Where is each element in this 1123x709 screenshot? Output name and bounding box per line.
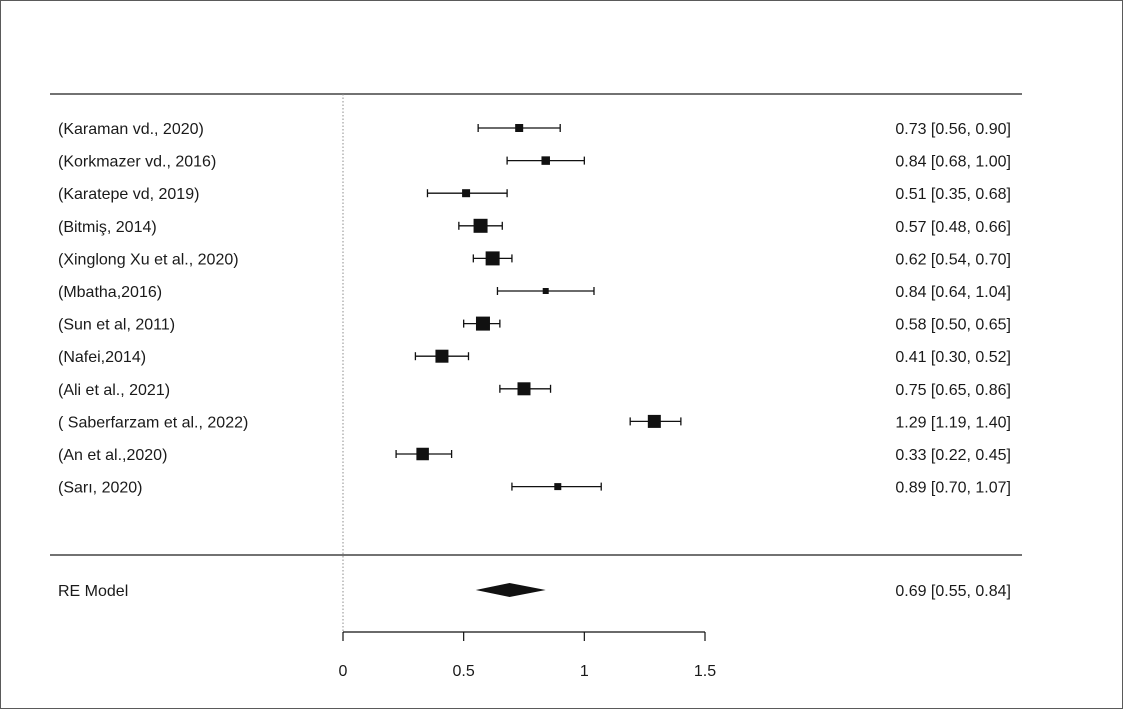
- study-label: (Bitmiş, 2014): [58, 219, 157, 236]
- study-label: (Sun et al, 2011): [58, 317, 175, 334]
- effect-square: [647, 414, 661, 428]
- ci-value: 0.58 [0.50, 0.65]: [895, 317, 1011, 334]
- effect-square: [416, 447, 429, 461]
- effect-square: [554, 483, 562, 491]
- effect-square: [541, 156, 550, 165]
- x-tick-label: 1.5: [694, 663, 716, 680]
- ci-value: 0.73 [0.56, 0.90]: [895, 121, 1011, 138]
- study-label: (Sarı, 2020): [58, 480, 142, 497]
- effect-square: [517, 382, 531, 396]
- summary-label: RE Model: [58, 583, 128, 600]
- ci-value: 0.84 [0.64, 1.04]: [895, 284, 1011, 301]
- x-tick-label: 0.5: [453, 663, 475, 680]
- effect-square: [473, 218, 488, 233]
- ci-value: 1.29 [1.19, 1.40]: [895, 414, 1011, 431]
- ci-value: 0.89 [0.70, 1.07]: [895, 480, 1011, 497]
- effect-square: [462, 189, 471, 198]
- ci-value: 0.33 [0.22, 0.45]: [895, 447, 1011, 464]
- effect-square: [435, 349, 449, 363]
- ci-value: 0.62 [0.54, 0.70]: [895, 251, 1011, 268]
- ci-value: 0.51 [0.35, 0.68]: [895, 186, 1011, 203]
- x-tick-label: 0: [339, 663, 348, 680]
- effect-square: [475, 316, 490, 331]
- study-label: (Xinglong Xu et al., 2020): [58, 251, 239, 268]
- study-label: (Karaman vd., 2020): [58, 121, 204, 138]
- study-label: ( Saberfarzam et al., 2022): [58, 414, 248, 431]
- study-label: (Ali et al., 2021): [58, 382, 170, 399]
- study-label: (Nafei,2014): [58, 349, 146, 366]
- study-label: (Karatepe vd, 2019): [58, 186, 199, 203]
- ci-value: 0.57 [0.48, 0.66]: [895, 219, 1011, 236]
- effect-square: [485, 251, 500, 266]
- ci-value: 0.41 [0.30, 0.52]: [895, 349, 1011, 366]
- summary-diamond: [475, 583, 546, 597]
- study-label: (Korkmazer vd., 2016): [58, 154, 216, 171]
- summary-ci-value: 0.69 [0.55, 0.84]: [895, 583, 1011, 600]
- study-label: (An et al.,2020): [58, 447, 167, 464]
- study-label: (Mbatha,2016): [58, 284, 162, 301]
- x-tick-label: 1: [580, 663, 589, 680]
- effect-square: [542, 288, 549, 294]
- effect-square: [515, 124, 524, 132]
- ci-value: 0.84 [0.68, 1.00]: [895, 154, 1011, 171]
- ci-value: 0.75 [0.65, 0.86]: [895, 382, 1011, 399]
